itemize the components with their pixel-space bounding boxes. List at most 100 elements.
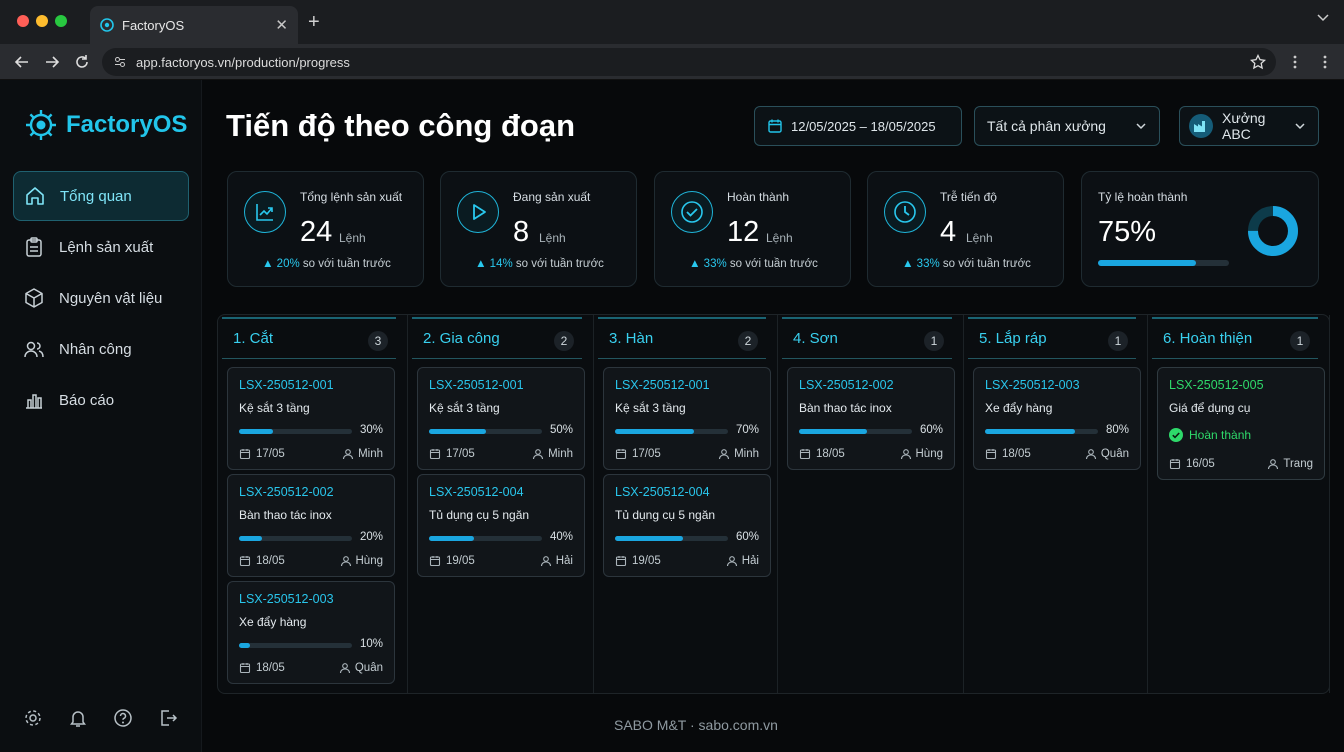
back-icon[interactable]	[13, 53, 31, 71]
card-meta: 17/05 Minh	[239, 448, 383, 460]
stage-column-header[interactable]: 6. Hoàn thiện 1	[1152, 317, 1318, 359]
stat-compare: ▲ 20% so với tuần trước	[262, 258, 391, 270]
stage-count-badge: 1	[1108, 331, 1128, 351]
stage-column-header[interactable]: 1. Cắt 3	[222, 317, 396, 359]
order-code[interactable]: LSX-250512-004	[429, 485, 524, 499]
stat-in-production: Đang sản xuất 8 Lệnh ▲ 14% so với tuần t…	[440, 171, 637, 287]
user-icon	[339, 662, 351, 674]
assignee-name: Hải	[741, 555, 759, 567]
factory-select[interactable]: Xưởng ABC	[1179, 106, 1319, 146]
order-card[interactable]: LSX-250512-004 Tủ dụng cụ 5 ngăn 40% 19/05 H…	[417, 474, 585, 577]
sidebar-item-label: Nhân công	[59, 340, 132, 358]
order-code[interactable]: LSX-250512-003	[239, 592, 334, 606]
close-window-dot[interactable]	[17, 15, 29, 27]
assignee: Minh	[342, 448, 383, 460]
page-title: Tiến độ theo công đoạn	[226, 108, 576, 143]
site-info-icon[interactable]	[114, 56, 126, 68]
progress-bar	[239, 536, 352, 541]
stat-delta: 20%	[276, 258, 300, 270]
stage-column-header[interactable]: 5. Lắp ráp 1	[968, 317, 1136, 359]
order-card[interactable]: LSX-250512-002 Bàn thao tác inox 60% 18/05 H…	[787, 367, 955, 470]
date-range-text: 12/05/2025 – 18/05/2025	[791, 118, 936, 134]
stat-compare-text: so với tuần trước	[302, 258, 391, 270]
order-card[interactable]: LSX-250512-005 Giá để dụng cụ Hoàn thành 16…	[1157, 367, 1325, 480]
order-code[interactable]: LSX-250512-004	[615, 485, 710, 499]
browser-tab[interactable]: FactoryOS ✕	[90, 6, 298, 44]
product-name: Kệ sắt 3 tầng	[429, 401, 500, 415]
order-card[interactable]: LSX-250512-002 Bàn thao tác inox 20% 18/05 H…	[227, 474, 395, 577]
help-icon[interactable]	[113, 708, 133, 728]
order-card[interactable]: LSX-250512-003 Xe đẩy hàng 10% 18/05 Quân	[227, 581, 395, 684]
stat-unit: Lệnh	[539, 231, 566, 245]
card-meta: 17/05 Minh	[429, 448, 573, 460]
url-field[interactable]: app.factoryos.vn/production/progress	[102, 48, 1276, 76]
user-icon	[1085, 448, 1097, 460]
minimize-window-dot[interactable]	[36, 15, 48, 27]
users-icon	[23, 338, 45, 360]
order-card[interactable]: LSX-250512-001 Kệ sắt 3 tầng 30% 17/05 Minh	[227, 367, 395, 470]
maximize-window-dot[interactable]	[55, 15, 67, 27]
workshop-select-value: Tất cả phân xưởng	[987, 118, 1106, 134]
assignee: Minh	[718, 448, 759, 460]
extensions-icon[interactable]	[1290, 54, 1300, 70]
stat-compare-text: so với tuần trước	[515, 258, 604, 270]
stage-column-header[interactable]: 3. Hàn 2	[598, 317, 766, 359]
order-code[interactable]: LSX-250512-003	[985, 378, 1080, 392]
date-range-picker[interactable]: 12/05/2025 – 18/05/2025	[754, 106, 962, 146]
order-card[interactable]: LSX-250512-001 Kệ sắt 3 tầng 50% 17/05 Minh	[417, 367, 585, 470]
logout-icon[interactable]	[158, 708, 178, 728]
browser-menu-icon[interactable]	[1320, 54, 1330, 70]
user-icon	[532, 448, 544, 460]
settings-icon[interactable]	[23, 708, 43, 728]
order-card[interactable]: LSX-250512-001 Kệ sắt 3 tầng 70% 17/05 Minh	[603, 367, 771, 470]
assignee-name: Minh	[548, 448, 573, 460]
sidebar-item-reports[interactable]: Báo cáo	[13, 375, 189, 425]
due-date: 17/05	[446, 448, 475, 460]
product-name: Xe đẩy hàng	[239, 615, 307, 629]
reload-icon[interactable]	[73, 53, 91, 71]
chevron-down-icon	[1294, 120, 1306, 132]
assignee-name: Minh	[358, 448, 383, 460]
order-code[interactable]: LSX-250512-001	[615, 378, 710, 392]
app-logo[interactable]: FactoryOS	[24, 108, 187, 142]
sidebar-nav: Tổng quan Lệnh sản xuất Nguyên vật liệu …	[13, 171, 189, 426]
stage-column-header[interactable]: 2. Gia công 2	[412, 317, 582, 359]
order-card[interactable]: LSX-250512-004 Tủ dụng cụ 5 ngăn 60% 19/05 H…	[603, 474, 771, 577]
card-meta: 18/05 Quân	[985, 448, 1129, 460]
stat-delta: 33%	[703, 258, 727, 270]
sidebar-item-workforce[interactable]: Nhân công	[13, 324, 189, 374]
sidebar-item-materials[interactable]: Nguyên vật liệu	[13, 273, 189, 323]
bar-chart-icon	[23, 389, 45, 411]
bookmark-star-icon[interactable]	[1250, 54, 1266, 70]
stage-column: 1. Cắt 3 LSX-250512-001 Kệ sắt 3 tầng 30% 17/…	[218, 315, 408, 693]
user-icon	[342, 448, 354, 460]
stat-unit: Lệnh	[766, 231, 793, 245]
calendar-icon	[767, 118, 783, 134]
calendar-icon	[429, 448, 441, 460]
stat-value: 24	[300, 216, 333, 248]
order-code[interactable]: LSX-250512-002	[239, 485, 334, 499]
sidebar-item-overview[interactable]: Tổng quan	[13, 171, 189, 221]
order-code[interactable]: LSX-250512-005	[1169, 378, 1264, 392]
product-name: Bàn thao tác inox	[239, 508, 332, 522]
order-code[interactable]: LSX-250512-001	[239, 378, 334, 392]
workshop-select[interactable]: Tất cả phân xưởng	[974, 106, 1160, 146]
close-tab-icon[interactable]: ✕	[275, 17, 288, 34]
progress-percent: 70%	[735, 424, 759, 436]
stat-value: 75%	[1098, 216, 1157, 248]
tab-list-chevron-icon[interactable]	[1316, 10, 1330, 24]
progress-percent: 10%	[359, 638, 383, 650]
due-date: 18/05	[816, 448, 845, 460]
new-tab-icon[interactable]: +	[308, 11, 320, 33]
sidebar-item-production-orders[interactable]: Lệnh sản xuất	[13, 222, 189, 272]
stage-column-header[interactable]: 4. Sơn 1	[782, 317, 952, 359]
order-card[interactable]: LSX-250512-003 Xe đẩy hàng 80% 18/05 Quân	[973, 367, 1141, 470]
progress-percent: 80%	[1105, 424, 1129, 436]
forward-icon[interactable]	[43, 53, 61, 71]
user-icon	[1267, 458, 1279, 470]
clipboard-icon	[23, 236, 45, 258]
order-code[interactable]: LSX-250512-002	[799, 378, 894, 392]
stat-label: Trễ tiến độ	[940, 190, 997, 204]
order-code[interactable]: LSX-250512-001	[429, 378, 524, 392]
bell-icon[interactable]	[68, 708, 88, 728]
